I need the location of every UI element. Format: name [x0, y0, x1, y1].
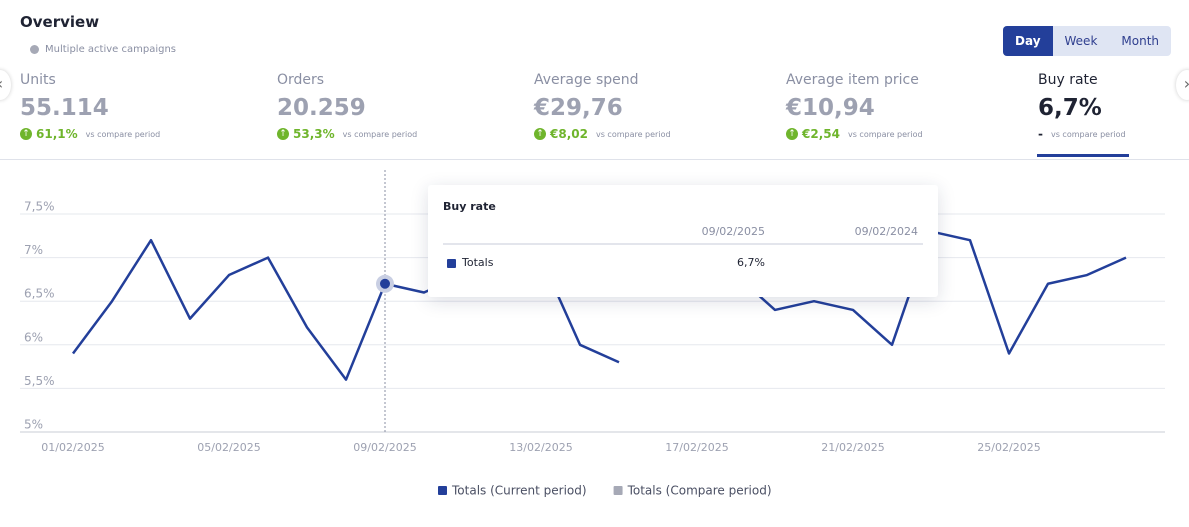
kpi-label: Average item price: [786, 72, 919, 88]
tooltip-separator: [443, 243, 923, 245]
x-tick-label: 01/02/2025: [41, 441, 104, 454]
kpi-value: 20.259: [277, 95, 366, 121]
tooltip-column: 09/02/2025: [701, 225, 765, 238]
selected-indicator: [1037, 154, 1129, 157]
change-note: vs compare period: [1050, 129, 1126, 139]
campaign-filter[interactable]: Multiple active campaigns: [30, 44, 176, 55]
toggle-button[interactable]: Month: [1121, 34, 1160, 48]
kpi[interactable]: Orders 20.259 ↑ 53,3% vs compare period: [277, 72, 417, 141]
y-tick-label: 6%: [24, 330, 43, 344]
kpi-label: Units: [20, 72, 56, 88]
prev-arrow[interactable]: ‹: [0, 70, 11, 100]
change-note: vs compare period: [85, 129, 161, 139]
kpi[interactable]: Average item price €10,94 ↑ €2,54 vs compare…: [786, 72, 923, 141]
y-tick-label: 7,5%: [24, 200, 55, 214]
tooltip-row-label: Totals: [462, 256, 494, 269]
page-title: Overview: [20, 13, 100, 31]
divider: [0, 159, 1189, 160]
kpi[interactable]: Buy rate 6,7% - vs compare period: [1038, 72, 1126, 141]
kpi-change: ↑ €8,02 vs compare period: [534, 127, 671, 141]
change-note: vs compare period: [847, 129, 923, 139]
kpi-value: €29,76: [534, 95, 623, 121]
x-tick-label: 05/02/2025: [197, 441, 260, 454]
x-tick-label: 17/02/2025: [665, 441, 728, 454]
kpi-label: Orders: [277, 72, 325, 88]
x-tick-label: 21/02/2025: [821, 441, 884, 454]
change-note: vs compare period: [595, 129, 671, 139]
y-tick-label: 5,5%: [24, 374, 55, 388]
up-icon: ↑: [277, 128, 289, 140]
up-icon: ↑: [534, 128, 546, 140]
legend-swatch: [438, 486, 447, 495]
change-value: -: [1038, 127, 1043, 141]
subtitle: Multiple active campaigns: [45, 44, 176, 55]
legend-label: Totals (Compare period): [627, 484, 772, 498]
x-tick-label: 25/02/2025: [977, 441, 1040, 454]
tooltip: Buy rate 09/02/2025 09/02/2024 Totals 6,…: [428, 185, 938, 297]
next-arrow[interactable]: ›: [1176, 70, 1189, 100]
toggle-button[interactable]: Week: [1064, 34, 1098, 48]
change-value: 53,3%: [293, 127, 335, 141]
toggle-button[interactable]: Day: [1003, 26, 1053, 56]
change-value: 61,1%: [36, 127, 78, 141]
y-tick-label: 5%: [24, 418, 43, 432]
period-toggle: Day Week Month: [1003, 26, 1172, 56]
kpi-change: - vs compare period: [1038, 127, 1126, 141]
up-icon: ↑: [786, 128, 798, 140]
kpi-change: ↑ 61,1% vs compare period: [20, 127, 160, 141]
x-tick-label: 09/02/2025: [353, 441, 416, 454]
kpi-value: 6,7%: [1038, 95, 1102, 121]
y-tick-label: 7%: [24, 243, 43, 257]
legend-label: Totals (Current period): [451, 484, 587, 498]
kpi-label: Buy rate: [1038, 72, 1098, 88]
kpi-change: ↑ €2,54 vs compare period: [786, 127, 923, 141]
y-tick-label: 6,5%: [24, 287, 55, 301]
tooltip-column: 09/02/2024: [854, 225, 918, 238]
up-icon: ↑: [20, 128, 32, 140]
tooltip-row-value: 6,7%: [737, 256, 765, 269]
tooltip-swatch: [447, 259, 456, 268]
x-tick-label: 13/02/2025: [509, 441, 572, 454]
kpi-change: ↑ 53,3% vs compare period: [277, 127, 417, 141]
kpi[interactable]: Average spend €29,76 ↑ €8,02 vs compare peri…: [534, 72, 671, 141]
change-value: €8,02: [550, 127, 588, 141]
kpi-value: 55.114: [20, 95, 109, 121]
kpi-label: Average spend: [534, 72, 639, 88]
legend-swatch: [613, 486, 623, 495]
change-note: vs compare period: [342, 129, 418, 139]
change-value: €2,54: [802, 127, 840, 141]
kpi-value: €10,94: [786, 95, 875, 121]
kpi[interactable]: Units 55.114 ↑ 61,1% vs compare period: [20, 72, 160, 141]
highlight-point: [380, 278, 390, 289]
tooltip-title: Buy rate: [443, 200, 496, 213]
